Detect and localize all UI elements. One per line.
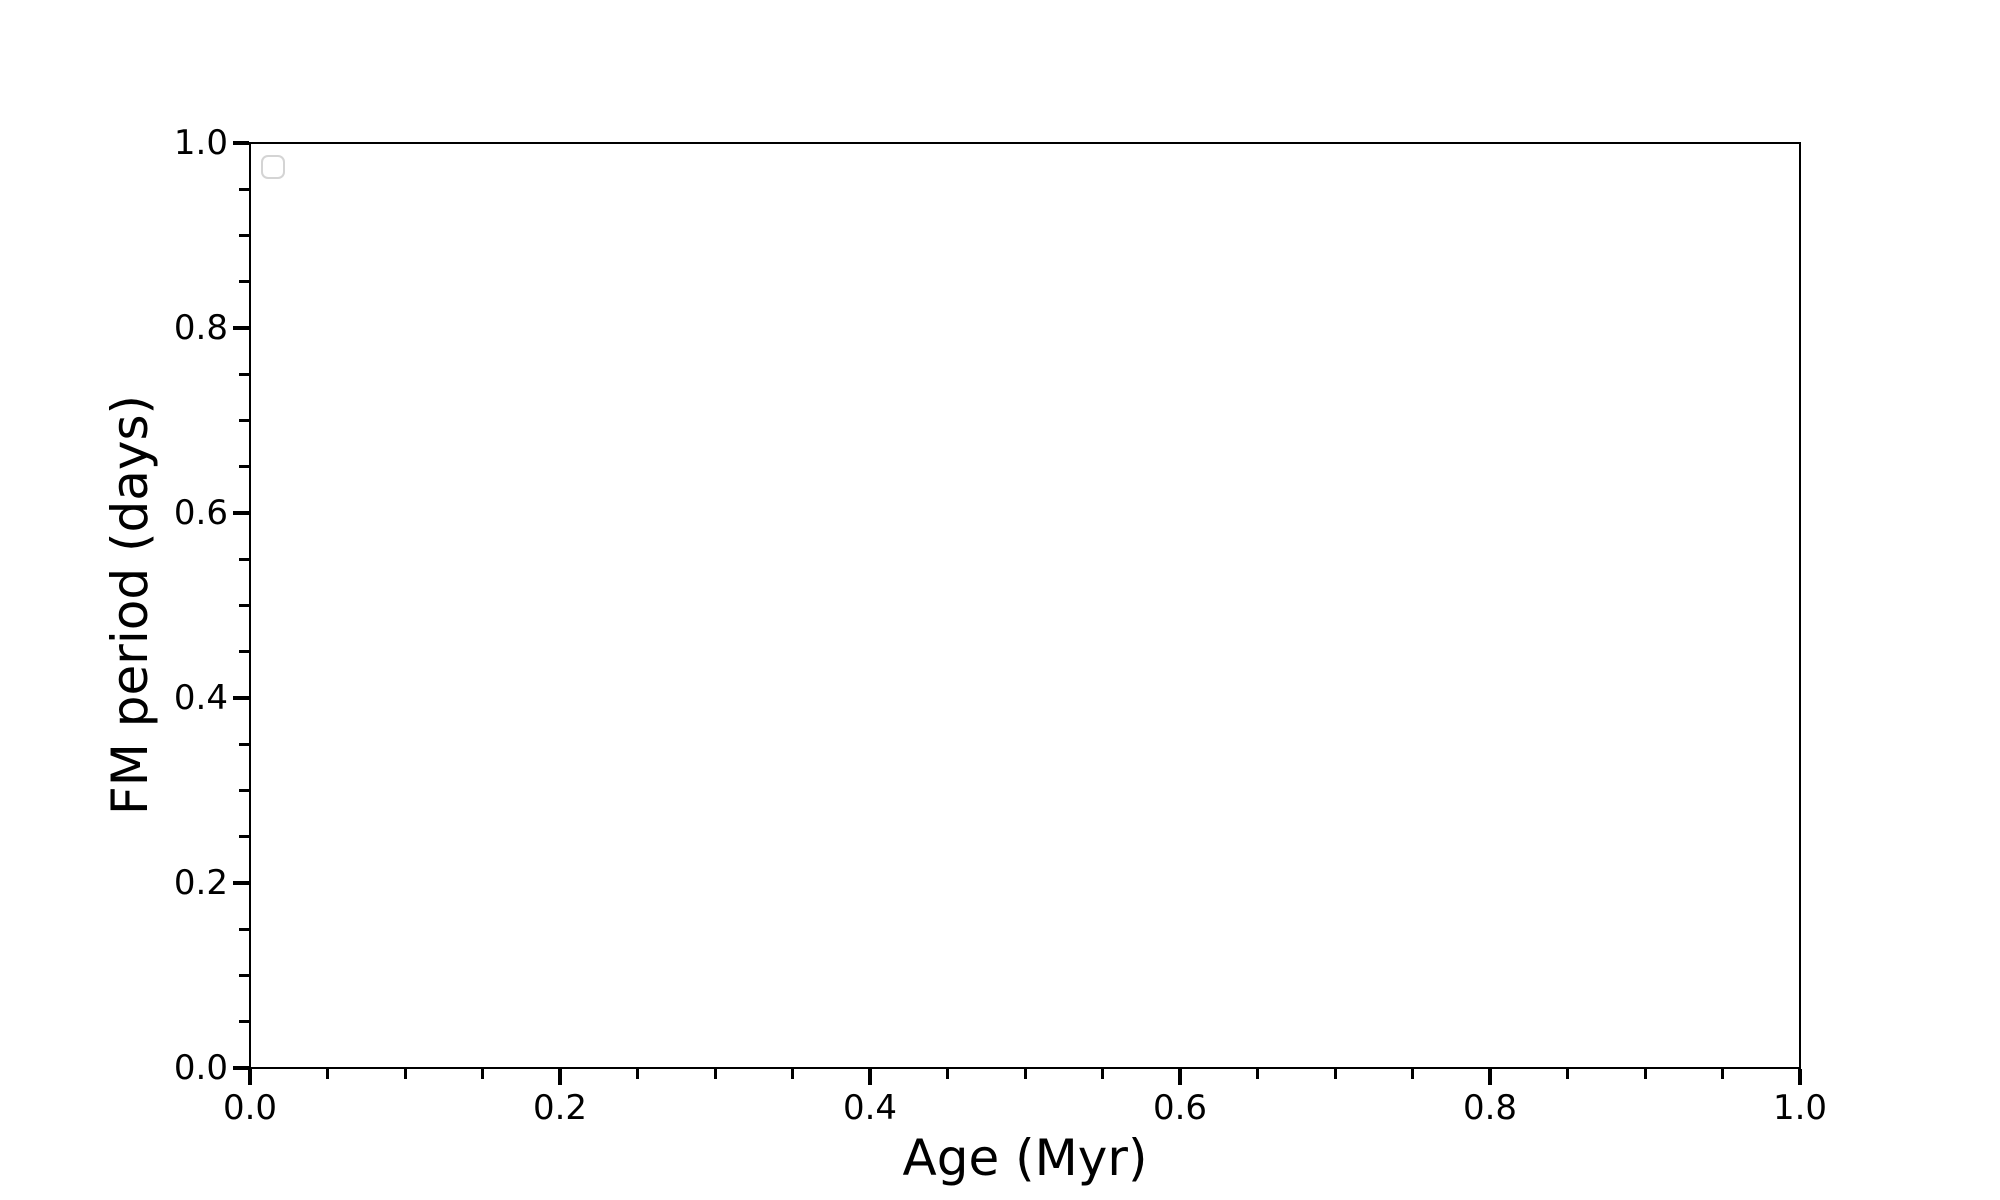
y-tick-label: 0.4 (173, 678, 228, 718)
y-minor-tick (239, 650, 249, 654)
y-tick-label: 0.8 (173, 308, 228, 348)
y-minor-tick (239, 465, 249, 469)
x-minor-tick (403, 1069, 407, 1079)
x-tick-label: 0.6 (1152, 1088, 1208, 1128)
y-major-tick (233, 511, 249, 515)
y-minor-tick (239, 835, 249, 839)
x-minor-tick (1566, 1069, 1569, 1079)
y-tick-label: 1.0 (173, 123, 228, 163)
x-minor-tick (1333, 1069, 1337, 1079)
x-major-tick (1178, 1069, 1182, 1085)
y-minor-tick (239, 1020, 249, 1024)
y-minor-tick (239, 604, 249, 607)
plot-area (249, 142, 1801, 1069)
x-major-tick (1798, 1069, 1802, 1085)
x-tick-label: 1.0 (1772, 1088, 1828, 1128)
x-major-tick (558, 1069, 562, 1085)
x-minor-tick (636, 1069, 639, 1079)
y-tick-label: 0.2 (173, 863, 228, 903)
x-tick-label: 0.0 (222, 1088, 278, 1128)
x-minor-tick (326, 1069, 329, 1079)
x-minor-tick (1643, 1069, 1647, 1079)
x-major-tick (248, 1069, 252, 1085)
x-minor-tick (1101, 1069, 1104, 1079)
x-minor-tick (1721, 1069, 1724, 1079)
y-major-tick (233, 881, 249, 885)
x-minor-tick (791, 1069, 794, 1079)
y-tick-label: 0.0 (173, 1048, 228, 1088)
x-minor-tick (946, 1069, 949, 1079)
y-minor-tick (239, 280, 249, 284)
y-minor-tick (239, 789, 249, 792)
x-major-tick (868, 1069, 872, 1085)
x-minor-tick (1256, 1069, 1259, 1079)
x-minor-tick (1411, 1069, 1414, 1079)
y-minor-tick (239, 419, 249, 422)
x-minor-tick (1023, 1069, 1027, 1079)
y-minor-tick (239, 234, 249, 237)
y-major-tick (233, 1066, 249, 1070)
x-tick-label: 0.8 (1462, 1088, 1518, 1128)
y-major-tick (233, 696, 249, 700)
x-tick-label: 0.4 (842, 1088, 898, 1128)
x-major-tick (1488, 1069, 1492, 1085)
x-axis-label: Age (Myr) (902, 1129, 1148, 1187)
x-minor-tick (713, 1069, 717, 1079)
y-major-tick (233, 326, 249, 330)
x-tick-label: 0.2 (532, 1088, 588, 1128)
y-minor-tick (239, 974, 249, 977)
y-minor-tick (239, 742, 249, 746)
x-minor-tick (481, 1069, 484, 1079)
y-minor-tick (239, 187, 249, 191)
y-axis-label: FM period (days) (101, 395, 159, 815)
legend (261, 155, 285, 179)
y-minor-tick (239, 927, 249, 931)
y-major-tick (233, 141, 249, 145)
y-minor-tick (239, 372, 249, 376)
y-minor-tick (239, 557, 249, 561)
y-tick-label: 0.6 (173, 493, 228, 533)
